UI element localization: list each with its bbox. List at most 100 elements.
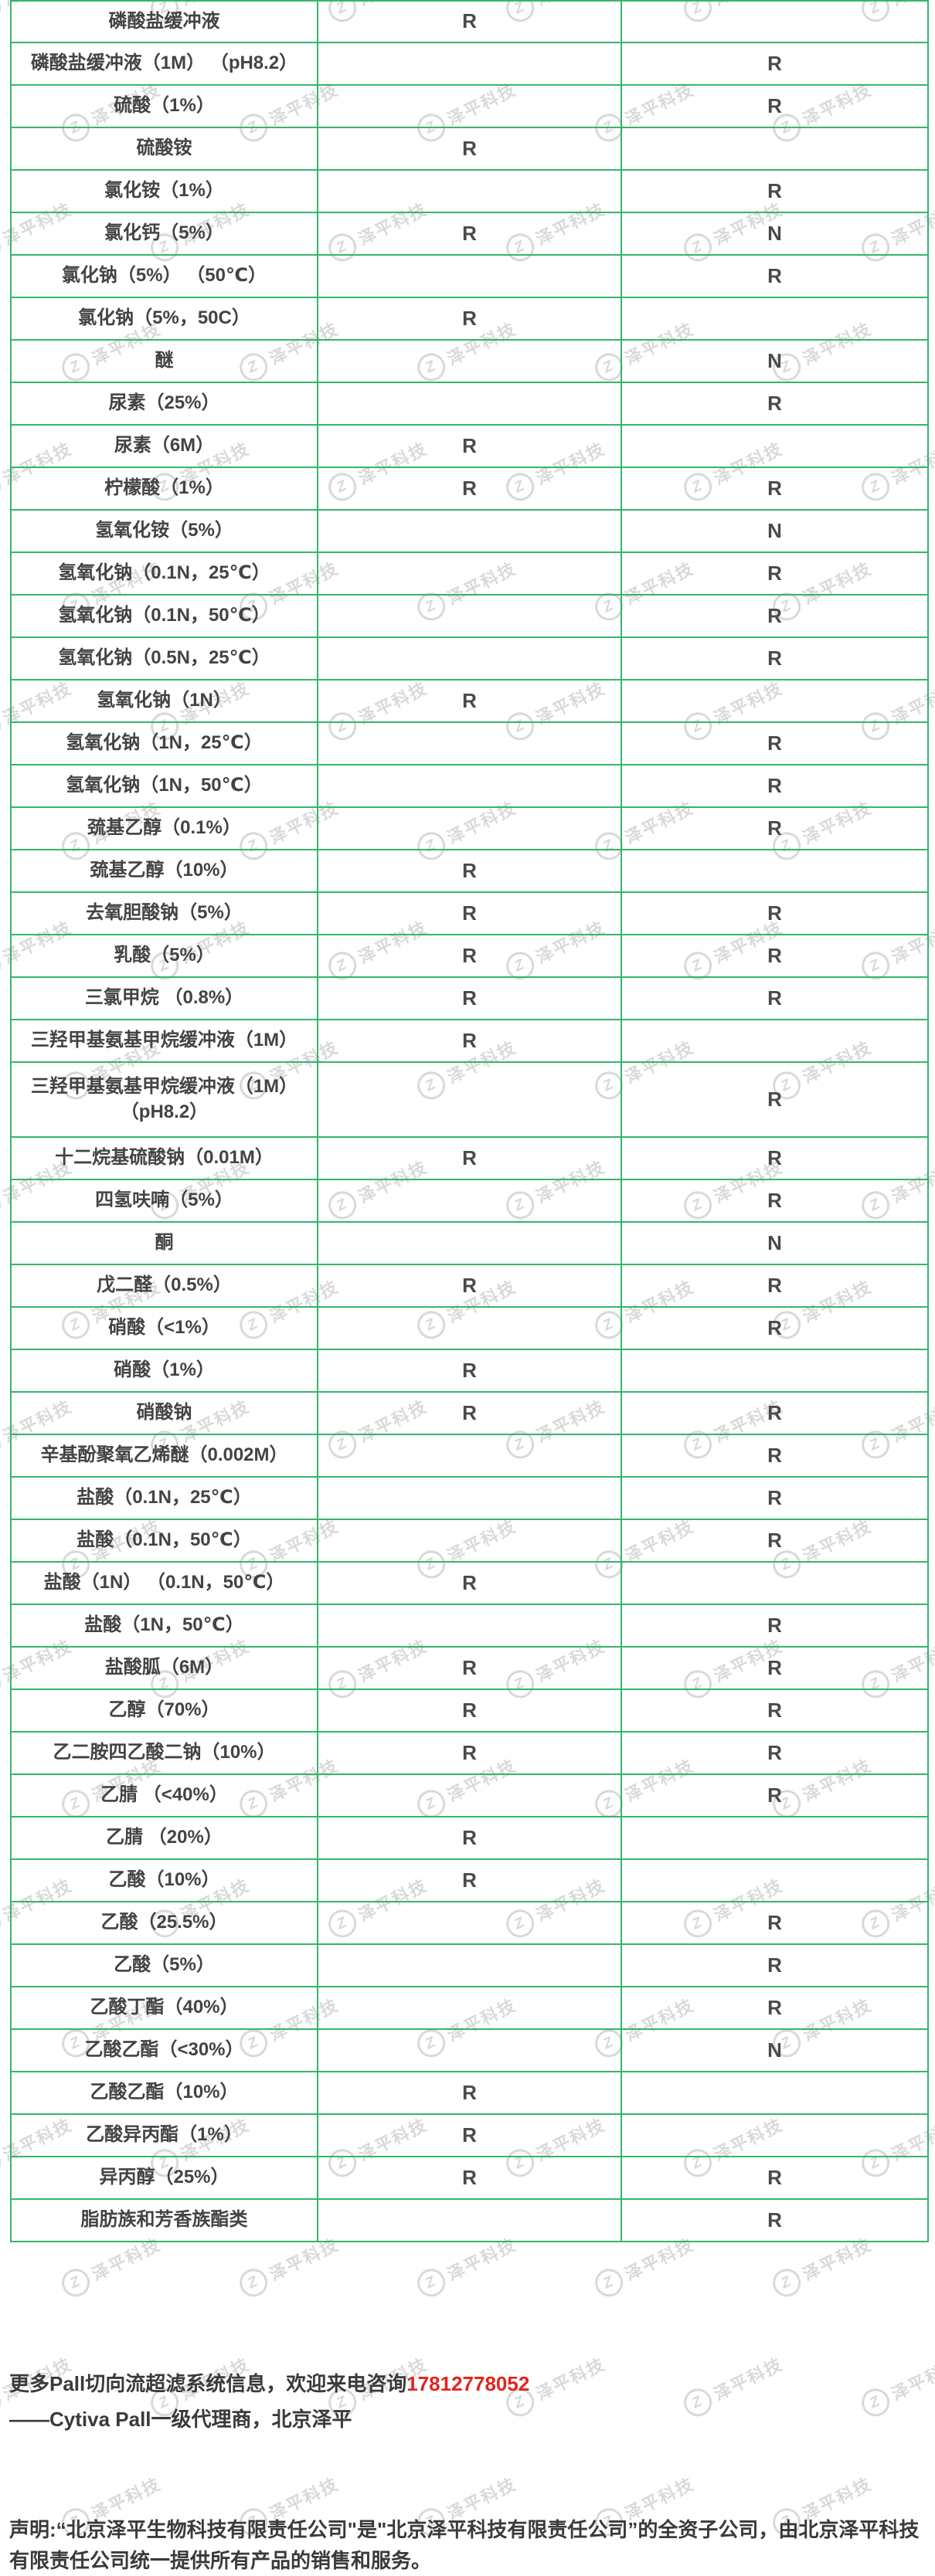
rating-cell-col3: R: [767, 1145, 782, 1169]
rating-cell-col3: [622, 1350, 927, 1391]
rating-cell-col2: R: [318, 1860, 622, 1901]
rating-cell-col3: R: [767, 1698, 782, 1722]
rating-cell-col3: R: [767, 51, 782, 75]
watermark-text: 泽平科技: [710, 2354, 787, 2405]
rating-cell-col2: R: [318, 1733, 622, 1773]
rating-cell-col3: R: [767, 773, 782, 797]
rating-cell-col2: [318, 1775, 622, 1816]
table-row: 三羟甲基氨基甲烷缓冲液（1M） R: [12, 1019, 927, 1061]
chemical-name-cell: 尿素（25%）: [12, 383, 318, 424]
rating-cell-col3: R: [767, 1740, 782, 1764]
chemical-name-cell: 巯基乙醇（10%）: [12, 850, 318, 891]
chemical-name-cell: 盐酸（1N） （0.1N，50℃）: [12, 1563, 318, 1604]
rating-cell-col3: R: [767, 263, 782, 287]
chemical-name-cell: 硝酸（<1%）: [12, 1308, 318, 1349]
chemical-name-cell: 柠檬酸（1%）: [12, 468, 318, 509]
rating-cell-col2: R: [318, 128, 622, 169]
rating-cell-col2: R: [318, 1020, 622, 1061]
rating-cell-col2: [318, 383, 622, 424]
rating-cell-col3: R: [767, 816, 782, 840]
chemical-name-cell: 盐酸胍（6M）: [12, 1648, 318, 1688]
rating-cell-col3: R: [767, 943, 782, 967]
rating-cell-col2: R: [318, 1265, 622, 1306]
chemical-name-cell: 乙腈 （<40%）: [12, 1775, 318, 1816]
table-row: 乙醇（70%） R R: [12, 1688, 927, 1731]
table-row: 巯基乙醇（10%） R: [12, 849, 927, 891]
rating-cell-col2: R: [318, 893, 622, 934]
table-row: 氢氧化钠（1N，25℃） R: [12, 721, 927, 764]
chemical-name-cell: 氯化钠（5%） （50℃）: [12, 256, 318, 297]
table-row: 巯基乙醇（0.1%） R: [12, 806, 927, 849]
table-row: 乙酸异丙酯（1%） R: [12, 2113, 927, 2156]
rating-cell-col2: R: [318, 978, 622, 1019]
rating-cell-col2: R: [318, 2072, 622, 2113]
table-row: 四氢呋喃（5%） R: [12, 1179, 927, 1221]
phone-number[interactable]: 17812778052: [406, 2372, 530, 2395]
table-row: 盐酸（1N，50℃） R: [12, 1604, 927, 1646]
rating-cell-col2: R: [318, 850, 622, 891]
chemical-name-cell: 盐酸（1N，50℃）: [12, 1605, 318, 1646]
chemical-name-cell: 磷酸盐缓冲液: [12, 2, 318, 42]
chemical-compatibility-table: 磷酸盐缓冲液 R 磷酸盐缓冲液（1M） （pH8.2） R 硫酸（1%） R 硫酸铵 R 氯化铵…: [10, 0, 929, 2242]
watermark-logo-icon: Z: [590, 2264, 628, 2302]
rating-cell-col3: R: [767, 1953, 782, 1977]
rating-cell-col3: [622, 1860, 927, 1901]
chemical-name-cell: 乙酸（25.5%）: [12, 1902, 318, 1943]
rating-cell-col2: [318, 341, 622, 382]
chemical-name-cell: 酮: [12, 1223, 318, 1264]
rating-cell-col2: [318, 765, 622, 806]
watermark-logo-icon: Z: [857, 2384, 895, 2422]
watermark-text: 泽平科技: [888, 2354, 935, 2405]
chemical-name-cell: 尿素（6M）: [12, 426, 318, 467]
rating-cell-col3: R: [767, 391, 782, 415]
table-row: 尿素（25%） R: [12, 382, 927, 424]
watermark-logo-icon: Z: [0, 0, 6, 27]
watermark-logo-icon: Z: [57, 2264, 95, 2302]
agent-line: ——Cytiva Pall一级代理商，北京泽平: [9, 2408, 352, 2431]
rating-cell-col2: [318, 1520, 622, 1561]
chemical-name-cell: 氢氧化钠（1N）: [12, 680, 318, 721]
rating-cell-col3: [622, 298, 927, 339]
chemical-name-cell: 戊二醛（0.5%）: [12, 1265, 318, 1306]
rating-cell-col2: [318, 1063, 622, 1136]
rating-cell-col2: R: [318, 1690, 622, 1731]
table-row: 氢氧化铵（5%） N: [12, 509, 927, 552]
chemical-name-cell: 氢氧化钠（1N，50℃）: [12, 765, 318, 806]
rating-cell-col3: R: [767, 603, 782, 627]
rating-cell-col2: [318, 43, 622, 84]
rating-cell-col2: [318, 1478, 622, 1519]
table-row: 辛基酚聚氧乙烯醚（0.002M） R: [12, 1434, 927, 1476]
chemical-name-cell: 四氢呋喃（5%）: [12, 1180, 318, 1221]
rating-cell-col2: R: [318, 1138, 622, 1179]
table-row: 乙二胺四乙酸二钠（10%） R R: [12, 1731, 927, 1773]
table-row: 盐酸胍（6M） R R: [12, 1646, 927, 1688]
rating-cell-col3: R: [767, 901, 782, 925]
rating-cell-col3: R: [767, 1087, 782, 1111]
rating-cell-col2: R: [318, 1817, 622, 1858]
table-row: 柠檬酸（1%） R R: [12, 467, 927, 509]
rating-cell-col3: R: [767, 1485, 782, 1509]
rating-cell-col2: [318, 511, 622, 552]
chemical-name-cell: 乙酸丁酯（40%）: [12, 1987, 318, 2028]
watermark-logo-icon: Z: [413, 2264, 450, 2302]
rating-cell-col2: [318, 638, 622, 679]
rating-cell-col2: [318, 1435, 622, 1476]
table-row: 氯化钠（5%） （50℃） R: [12, 254, 927, 297]
table-row: 氢氧化钠（0.1N，50℃） R: [12, 594, 927, 636]
table-row: 硝酸（<1%） R: [12, 1306, 927, 1349]
rating-cell-col3: [622, 128, 927, 169]
table-row: 氢氧化钠（1N） R: [12, 679, 927, 721]
table-row: 氯化钙（5%） R N: [12, 212, 927, 254]
table-row: 盐酸（0.1N，25℃） R: [12, 1476, 927, 1519]
chemical-name-cell: 氯化铵（1%）: [12, 171, 318, 212]
chemical-name-cell: 硫酸铵: [12, 128, 318, 169]
chemical-name-cell: 氯化钙（5%）: [12, 213, 318, 254]
rating-cell-col2: [318, 1223, 622, 1264]
rating-cell-col2: R: [318, 935, 622, 976]
table-row: 乙酸乙酯（10%） R: [12, 2071, 927, 2113]
chemical-name-cell: 乙酸异丙酯（1%）: [12, 2115, 318, 2156]
rating-cell-col2: [318, 171, 622, 212]
chemical-name-cell: 乙醇（70%）: [12, 1690, 318, 1731]
watermark-logo-icon: Z: [679, 2384, 717, 2422]
